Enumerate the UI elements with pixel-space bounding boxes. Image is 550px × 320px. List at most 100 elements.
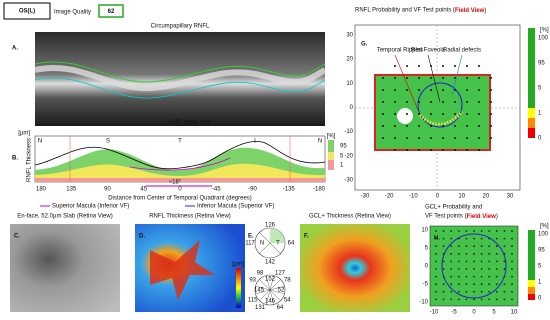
- quadrant-label: S: [106, 139, 110, 145]
- vf-test-point: [511, 245, 513, 248]
- vf-test-point: [473, 260, 475, 263]
- panel-letter: H.: [434, 236, 440, 242]
- colorbar-unit: [%]: [540, 224, 549, 230]
- vf-test-point: [488, 245, 491, 248]
- vf-test-point: [442, 113, 444, 115]
- vf-test-point: [490, 101, 492, 103]
- vf-test-point: [465, 252, 468, 255]
- y-tick-label: 20: [346, 57, 353, 63]
- vf-test-point: [480, 245, 483, 248]
- colorbar-tick: 100: [538, 232, 549, 238]
- y-label: RNFL Thickness: [27, 138, 33, 182]
- vf-test-point: [478, 65, 480, 67]
- vf-test-point: [488, 298, 491, 301]
- vf-test-point: [382, 101, 384, 103]
- title-highlight: Field View: [455, 8, 485, 14]
- vf-test-point: [406, 125, 408, 127]
- quality-label: Image Quality: [54, 10, 91, 16]
- vf-test-point: [490, 89, 492, 91]
- vf-test-point: [450, 252, 453, 255]
- x-tick-label: -20: [385, 194, 394, 200]
- legend-tick: 95: [340, 144, 347, 150]
- vf-test-point: [465, 260, 468, 263]
- vf-test-point: [511, 268, 513, 270]
- vf-test-point: [480, 275, 483, 278]
- annotation: ≈18°: [169, 180, 182, 186]
- vf-test-point: [394, 101, 396, 103]
- vf-test-point: [442, 230, 445, 232]
- vf-test-point: [478, 113, 480, 115]
- vf-test-point: [473, 298, 475, 301]
- vf-test-point: [511, 283, 513, 286]
- vf-test-point: [488, 275, 491, 278]
- vf-test-point: [503, 283, 506, 286]
- vf-test-point: [442, 283, 445, 286]
- panel-letter: D.: [139, 234, 145, 240]
- vf-test-point: [442, 77, 444, 79]
- y-tick-label: -5: [423, 282, 429, 288]
- annotation: Red Foveola: [411, 48, 446, 54]
- vf-test-point: [473, 283, 475, 286]
- vf-test-point: [465, 298, 468, 301]
- vf-test-point: [457, 245, 460, 248]
- vf-test-point: [394, 89, 396, 91]
- vf-test-point: [450, 275, 453, 278]
- vf-test-point: [430, 137, 432, 139]
- vf-test-point: [394, 77, 396, 79]
- vf-test-point: [435, 290, 437, 293]
- vf-test-point: [457, 268, 460, 270]
- vf-test-point: [394, 149, 396, 151]
- vf-test-point: [495, 275, 498, 278]
- y-tick-label: 0: [425, 264, 429, 270]
- vf-test-point: [450, 268, 453, 270]
- vf-test-point: [478, 125, 480, 127]
- x-tick-label: -135: [283, 187, 296, 193]
- vf-test-point: [450, 237, 453, 240]
- sector-value: 98: [257, 270, 264, 276]
- vf-test-point: [457, 298, 460, 301]
- vf-test-point: [406, 113, 408, 115]
- vf-test-point: [488, 230, 491, 232]
- vf-test-point: [478, 149, 480, 151]
- vf-test-point: [457, 283, 460, 286]
- vf-test-point: [490, 77, 492, 79]
- sector-value: 52: [278, 288, 285, 294]
- colorbar-unit: [µm]: [232, 262, 244, 268]
- vf-test-point: [457, 252, 460, 255]
- vf-test-point: [442, 252, 445, 255]
- vf-test-point: [465, 275, 468, 278]
- vf-test-point: [454, 89, 456, 91]
- x-label: Distance from Center of Temporal Quadran…: [108, 196, 252, 202]
- vf-test-point: [503, 237, 506, 240]
- vf-test-point: [394, 137, 396, 139]
- vf-test-point: [503, 290, 506, 293]
- gcl-thickness-map: [300, 224, 410, 312]
- colorbar-tick: 0: [538, 136, 542, 142]
- vf-test-point: [435, 298, 437, 301]
- vf-test-point: [480, 283, 483, 286]
- y-tick-label: 10: [421, 228, 428, 234]
- x-tick-label: 30: [507, 194, 514, 200]
- vf-test-point: [418, 65, 420, 67]
- vf-test-point: [480, 260, 483, 263]
- vf-test-point: [495, 260, 498, 263]
- sector-value: 142: [265, 260, 276, 266]
- vf-test-point: [430, 125, 432, 127]
- vf-test-point: [454, 101, 456, 103]
- panel-title: RNFL Thickness (Retina View): [149, 214, 231, 220]
- sector-value: 117: [245, 241, 255, 247]
- sector-value: 152: [265, 277, 276, 283]
- vf-test-point: [450, 298, 453, 301]
- x-tick-label: -90: [248, 187, 257, 193]
- legend-entry: Inferior Macula (Superior VF): [197, 204, 274, 210]
- x-tick-label: 20: [482, 194, 489, 200]
- sector-label: N: [260, 241, 264, 247]
- vf-test-point: [442, 268, 445, 270]
- y-tick-label: 30: [346, 33, 353, 39]
- vf-test-point: [406, 77, 408, 79]
- sector-line: [265, 275, 275, 305]
- vf-test-point: [503, 230, 506, 232]
- vf-test-point: [478, 101, 480, 103]
- vf-test-point: [480, 237, 483, 240]
- vf-test-point: [473, 237, 475, 240]
